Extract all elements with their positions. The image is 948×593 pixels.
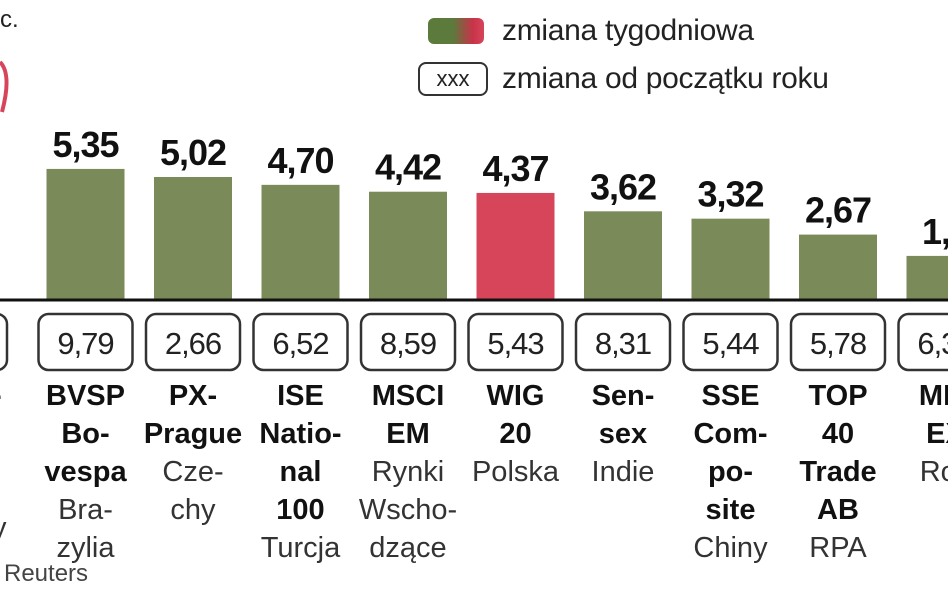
value-label-5: 4,37 — [482, 148, 548, 189]
ytd-value-8: 5,78 — [810, 326, 866, 361]
bar-7 — [691, 218, 770, 300]
legend-weekly: zmiana tygodniowa — [428, 14, 754, 48]
bar-1 — [46, 168, 125, 300]
category-name-line: vespa — [44, 456, 127, 488]
ytd-box-6 — [574, 312, 672, 372]
category-name-line: SSE — [701, 380, 760, 412]
value-label-3: 4,70 — [267, 140, 333, 181]
value-label-9: 1,8 — [922, 211, 948, 252]
category-2: PX- Prague Cze-chy — [133, 382, 253, 534]
source-note: Reuters — [4, 560, 89, 587]
ytd-value-6: 8,31 — [595, 326, 651, 361]
ytd-box-9 — [897, 312, 948, 372]
category-name-line: nal — [279, 456, 322, 488]
category-name-line: - — [0, 382, 12, 514]
category-name-line: Natio- — [259, 418, 342, 450]
ytd-value-2: 2,66 — [165, 326, 221, 361]
category-0: -y — [0, 382, 12, 552]
ytd-value-1: 9,79 — [57, 326, 113, 361]
category-name-line: 100 — [276, 494, 325, 526]
category-name-line: EM — [386, 418, 430, 450]
category-name-line: Prague — [143, 418, 243, 450]
category-country-line: chy — [170, 494, 216, 526]
category-5: WIG 20 Polska — [456, 382, 576, 496]
bar-truncated-badge — [0, 60, 9, 113]
ytd-value-3: 6,52 — [272, 326, 328, 361]
category-country-line: Ros — [919, 456, 948, 488]
bar-2 — [154, 177, 232, 300]
category-name-line: MSCI — [371, 380, 445, 412]
category-country-line: Polska — [471, 456, 560, 488]
category-name-line: ISE — [277, 380, 324, 412]
ytd-box-3 — [252, 312, 349, 372]
category-name-line: sex — [598, 418, 648, 450]
value-label-2: 5,02 — [160, 132, 226, 173]
value-label-8: 2,67 — [805, 190, 871, 231]
category-name-line: Com- — [693, 418, 768, 450]
ytd-value-4: 8,59 — [380, 326, 436, 361]
bar-8 — [799, 234, 877, 300]
category-name-line: Trade — [799, 456, 877, 488]
ytd-box-2 — [144, 312, 242, 372]
legend-weekly-label: zmiana tygodniowa — [502, 14, 754, 47]
category-name-line: EX — [926, 418, 948, 450]
category-name-line: 20 — [499, 418, 532, 450]
category-country-line: Bra- — [58, 494, 113, 526]
truncated-title-text: c. — [0, 6, 19, 33]
legend-ytd-label: zmiana od początku roku — [502, 62, 829, 95]
ytd-box-8 — [789, 312, 887, 372]
category-3: ISE Natio-nal 100 Turcja — [241, 382, 361, 572]
category-name-line: site — [705, 494, 756, 526]
category-name-line: PX- — [168, 380, 218, 412]
legend-weekly-swatch — [428, 18, 484, 44]
category-name-line: WIG — [486, 380, 545, 412]
ytd-value-5: 5,43 — [487, 326, 543, 361]
category-country-line: Cze- — [162, 456, 224, 488]
category-4: MSCI EM Rynki Wscho-dzące — [348, 382, 468, 572]
ytd-value-7: 5,44 — [702, 326, 759, 361]
category-8: TOP 40 Trade AB RPA — [778, 382, 898, 572]
category-name-line: BVSP — [46, 380, 125, 412]
category-country-line: Indie — [591, 456, 655, 488]
category-name-line: 40 — [821, 418, 855, 450]
value-label-7: 3,32 — [697, 174, 763, 215]
category-1: BVSP Bo-vespa Bra-zylia — [26, 382, 146, 572]
ytd-box-1 — [37, 312, 134, 372]
category-name-line: TOP — [808, 380, 868, 412]
category-country-line: y — [0, 514, 12, 552]
category-7: SSE Com-po-site Chiny — [671, 382, 791, 572]
category-9: MIC EX Ros — [886, 382, 948, 496]
bar-9 — [906, 255, 948, 300]
ytd-box-7 — [682, 312, 779, 372]
category-country-line: dzące — [369, 532, 447, 564]
bar-5 — [476, 192, 555, 300]
ytd-value-9: 6,34 — [917, 326, 948, 361]
category-country-line: RPA — [809, 532, 867, 564]
ytd-box-4 — [359, 312, 457, 372]
bar-4 — [369, 191, 447, 300]
bar-6 — [584, 211, 662, 300]
category-name-line: Bo- — [61, 418, 110, 450]
category-name-line: po- — [707, 456, 754, 488]
category-name-line: Sen- — [591, 380, 655, 412]
value-label-6: 3,62 — [590, 166, 656, 207]
value-label-4: 4,42 — [375, 147, 441, 188]
bar-3 — [261, 184, 340, 300]
category-country-line: Rynki — [371, 456, 445, 488]
category-country-line: Turcja — [260, 532, 341, 564]
category-country-line: Wscho- — [358, 494, 458, 526]
legend-ytd-box: xxx — [418, 62, 488, 96]
category-6: Sen-sex Indie — [563, 382, 683, 496]
ytd-box-5 — [467, 312, 564, 372]
category-name-line: AB — [817, 494, 859, 526]
category-country-line: Chiny — [693, 532, 768, 564]
category-country-line: zylia — [56, 532, 115, 564]
category-name-line: MIC — [918, 380, 948, 412]
legend-ytd: xxx zmiana od początku roku — [418, 62, 829, 96]
ytd-box-0 — [0, 313, 9, 371]
value-label-1: 5,35 — [52, 124, 119, 165]
